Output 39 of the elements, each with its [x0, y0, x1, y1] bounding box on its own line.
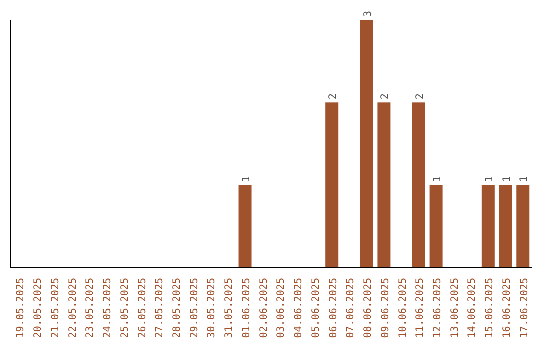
x-tick-label: 27.05.2025	[154, 278, 166, 338]
x-tick-label: 14.06.2025	[467, 278, 478, 338]
data-label: 1	[241, 176, 252, 182]
x-tick-label: 06.06.2025	[328, 278, 340, 338]
x-tick-label: 11.06.2025	[415, 278, 426, 338]
x-tick-label: 08.06.2025	[363, 278, 374, 338]
x-tick-label: 31.05.2025	[224, 278, 236, 338]
data-label: 1	[502, 176, 513, 182]
x-tick-label: 29.05.2025	[189, 278, 200, 338]
x-tick-label: 22.05.2025	[68, 278, 79, 338]
data-label: 2	[414, 94, 426, 100]
x-tick-label: 12.06.2025	[432, 278, 444, 338]
x-tick-label: 24.05.2025	[102, 278, 114, 338]
data-label: 1	[519, 176, 530, 182]
x-tick-label: 01.06.2025	[241, 278, 252, 338]
x-tick-label: 02.06.2025	[258, 278, 270, 338]
data-label: 2	[380, 94, 392, 100]
x-tick-label: 09.06.2025	[380, 278, 392, 338]
data-label: 1	[432, 176, 444, 182]
x-tick-label: 21.05.2025	[50, 278, 62, 338]
x-tick-label: 03.06.2025	[276, 278, 288, 338]
x-tick-label: 05.06.2025	[310, 278, 322, 338]
x-tick-label: 17.06.2025	[519, 278, 530, 338]
x-tick-label: 04.06.2025	[294, 278, 305, 338]
x-tick-label: 23.05.2025	[85, 278, 96, 338]
x-tick-label: 15.06.2025	[484, 278, 496, 338]
x-tick-label: 16.06.2025	[502, 278, 513, 338]
x-tick-label: 25.05.2025	[120, 278, 131, 338]
data-label: 1	[484, 176, 496, 182]
x-tick-label: 19.05.2025	[16, 278, 27, 338]
data-label: 3	[362, 10, 374, 17]
x-tick-label: 07.06.2025	[346, 278, 357, 338]
data-label: 2	[328, 94, 340, 100]
x-tick-label: 10.06.2025	[398, 278, 409, 338]
x-tick-label: 26.05.2025	[137, 278, 148, 338]
x-tick-label: 28.05.2025	[172, 278, 183, 338]
x-tick-label: 30.05.2025	[206, 278, 218, 338]
x-tick-label: 20.05.2025	[33, 278, 44, 338]
x-tick-label: 13.06.2025	[450, 278, 461, 338]
